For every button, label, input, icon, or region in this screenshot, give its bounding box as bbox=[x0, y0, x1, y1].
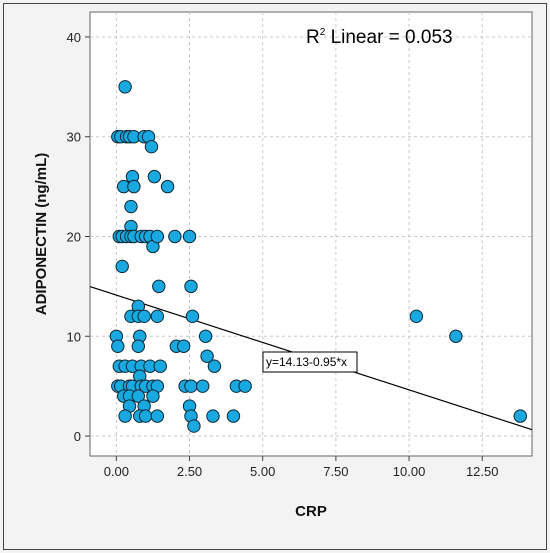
data-point bbox=[146, 389, 160, 403]
data-point bbox=[176, 339, 191, 353]
y-tick-label: 20 bbox=[67, 229, 81, 244]
data-point bbox=[127, 179, 141, 194]
x-tick-label: 5.00 bbox=[250, 464, 275, 479]
data-point bbox=[200, 349, 214, 363]
data-point bbox=[184, 379, 198, 393]
data-point bbox=[137, 309, 151, 324]
data-point bbox=[182, 229, 197, 244]
data-point bbox=[150, 229, 165, 244]
data-point bbox=[184, 279, 198, 294]
data-point bbox=[118, 80, 132, 94]
x-axis-title: CRP bbox=[295, 503, 327, 520]
data-point bbox=[226, 409, 241, 423]
fit-equation-label: y=14.13-0.95*x bbox=[266, 355, 347, 369]
data-point bbox=[238, 379, 252, 393]
y-tick-label: 0 bbox=[74, 429, 81, 444]
data-point bbox=[118, 409, 132, 423]
y-axis-title: ADIPONECTIN (ng/mL) bbox=[33, 153, 50, 316]
data-point bbox=[195, 379, 210, 393]
data-point bbox=[206, 409, 220, 423]
data-point bbox=[185, 309, 200, 324]
data-point bbox=[153, 359, 167, 373]
data-point bbox=[131, 339, 145, 353]
r-squared-annotation: R2 Linear = 0.053 bbox=[306, 27, 453, 48]
axis-ticks: 0.00 2.50 5.00 7.50 10.00 12.50 0 10 20 30 40 bbox=[67, 30, 499, 479]
y-tick-label: 40 bbox=[67, 30, 81, 45]
data-points bbox=[109, 80, 527, 433]
x-tick-label: 0.00 bbox=[104, 464, 129, 479]
x-tick-label: 7.50 bbox=[323, 464, 348, 479]
data-point bbox=[150, 409, 165, 423]
x-tick-label: 10.00 bbox=[393, 464, 426, 479]
data-point bbox=[147, 169, 162, 184]
plot-area bbox=[89, 11, 533, 457]
data-point bbox=[138, 409, 153, 423]
data-point bbox=[168, 229, 182, 244]
x-tick-label: 12.50 bbox=[466, 464, 499, 479]
data-point bbox=[115, 259, 129, 274]
data-point bbox=[152, 279, 166, 294]
y-tick-label: 30 bbox=[67, 130, 81, 145]
data-point bbox=[409, 309, 424, 324]
data-point bbox=[160, 179, 175, 194]
data-point bbox=[198, 329, 213, 343]
y-tick-label: 10 bbox=[67, 329, 81, 344]
data-point bbox=[131, 389, 145, 403]
data-point bbox=[150, 309, 165, 324]
data-point bbox=[111, 339, 125, 353]
x-tick-label: 2.50 bbox=[177, 464, 202, 479]
fit-equation-box bbox=[262, 351, 358, 373]
data-point bbox=[124, 199, 138, 214]
data-point bbox=[513, 409, 527, 423]
data-point bbox=[187, 419, 201, 433]
data-point bbox=[144, 139, 159, 154]
data-point bbox=[207, 359, 222, 373]
data-point bbox=[449, 329, 463, 343]
